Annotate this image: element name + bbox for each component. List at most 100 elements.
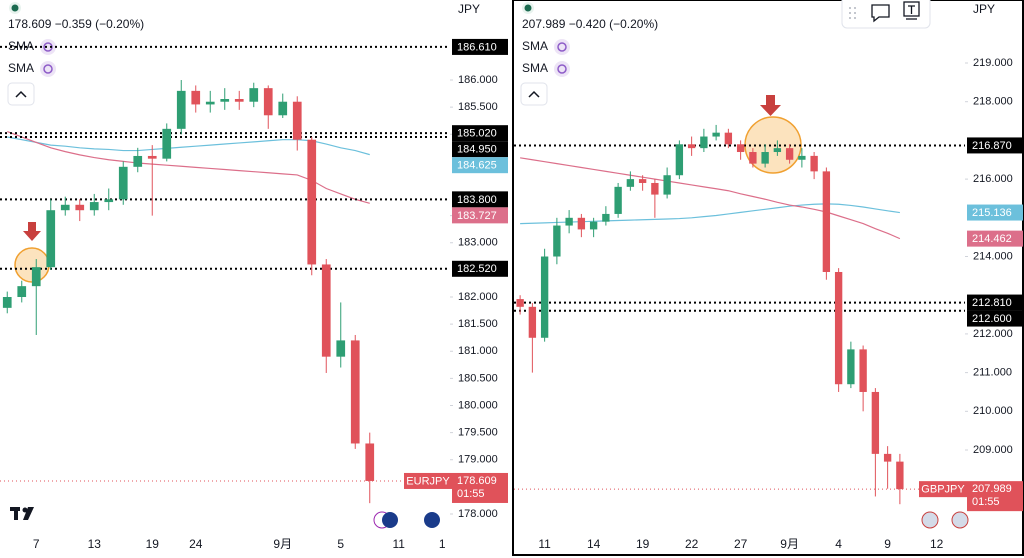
axis-label: 184.950 [457,144,497,156]
candle-body [847,349,855,385]
price-label: 207.989 [972,483,1012,495]
sma-line [520,157,901,240]
price-box [967,481,1023,512]
y-tick-label: 219.000 [973,57,1013,69]
axis-label-box [452,125,508,142]
candle-body [687,144,696,149]
candle-body [871,391,880,454]
legend-label: SMA [522,39,548,53]
legend-icon [557,64,567,74]
candle-body [336,340,346,357]
axis-label: 184.625 [457,160,497,172]
candle-body [205,101,215,105]
y-tick-label: 181.000 [458,345,498,357]
candle-body [17,286,27,298]
price-header: 207.989 −0.420 (−0.20%) [522,17,658,31]
y-tick-label: 186.000 [458,74,498,86]
down-arrow [760,95,781,116]
legend-label: SMA [522,61,548,75]
axis-label: 214.462 [972,233,1012,245]
y-tick-label: 178.000 [458,508,498,520]
x-tick-label: 19 [636,537,650,551]
x-tick-label: 1 [439,537,446,551]
x-tick-label: 12 [930,537,944,551]
candle-body [577,217,586,230]
collapse-button[interactable] [7,82,35,106]
y-tick-label: 180.000 [458,399,498,411]
candle-body [749,152,757,164]
logo [10,507,34,520]
candle-body [602,213,610,222]
candle-body [712,132,720,137]
axis-label-box [967,137,1023,154]
axis-label: 212.810 [972,297,1012,309]
candle-body [321,264,331,357]
candle-body [736,144,745,153]
collapse-button[interactable] [520,82,548,106]
candle-body [859,349,867,392]
axis-label-box [967,230,1023,247]
toolbar [841,0,931,29]
event-icons[interactable] [373,511,440,529]
candle-body [191,90,201,105]
x-tick-label: 13 [88,537,102,551]
axis-label: 185.020 [457,128,497,140]
candle-body [638,179,647,183]
x-tick-label: 14 [587,537,601,551]
candle-body [176,90,186,129]
currency-label: JPY [458,2,480,16]
candle-body [773,148,782,153]
candle-body [118,166,128,200]
x-tick-label: 19 [146,537,160,551]
candle-body [589,221,598,230]
candle-body [234,99,244,102]
candle-body [89,202,99,211]
price-box [452,472,508,503]
legend-icon [557,42,567,52]
x-tick-label: 9月 [780,537,799,551]
y-tick-label: 211.000 [973,367,1012,379]
candle-body [307,139,317,265]
y-tick-label: 210.000 [973,405,1013,417]
axis-label: 183.800 [457,194,497,206]
legend-icon [43,64,53,74]
axis-label-box [452,191,508,208]
y-tick-label: 181.500 [458,318,498,330]
symbol-box [919,481,967,498]
y-tick-label: 185.500 [458,101,498,113]
y-tick-label: 218.000 [973,96,1013,108]
axis-label-box [452,38,508,55]
candle-body [626,179,635,187]
y-tick-label: 180.500 [458,372,498,384]
candle-body [75,204,85,211]
x-tick-label: 5 [337,537,344,551]
comment-icon[interactable] [871,4,890,23]
candle-body [785,148,794,160]
candle-body [60,204,70,211]
price-label: 178.609 [457,475,497,487]
axis-label-box [452,141,508,158]
x-tick-label: 7 [33,537,40,551]
axis-label: 215.136 [972,207,1012,219]
x-tick-label: 27 [734,537,748,551]
text-icon[interactable] [903,1,920,20]
y-tick-label: 214.000 [973,250,1013,262]
candle-body [292,101,302,140]
symbol-label: GBPJPY [921,484,965,496]
candle-body [896,461,904,490]
axis-label-box [452,157,508,174]
candle-body [822,171,831,272]
x-tick-label: 11 [393,537,406,551]
y-tick-label: 179.000 [458,454,498,466]
status-dot [524,4,532,12]
y-tick-label: 212.000 [973,328,1013,340]
x-tick-label: 24 [189,537,203,551]
candle-body [162,128,172,159]
candle-body [553,225,561,257]
event-icons[interactable] [921,511,969,529]
highlight-circle [744,116,802,174]
candle-body [540,256,549,338]
candle-body [724,132,733,145]
candle-body [761,152,769,164]
y-tick-label: 209.000 [973,444,1013,456]
